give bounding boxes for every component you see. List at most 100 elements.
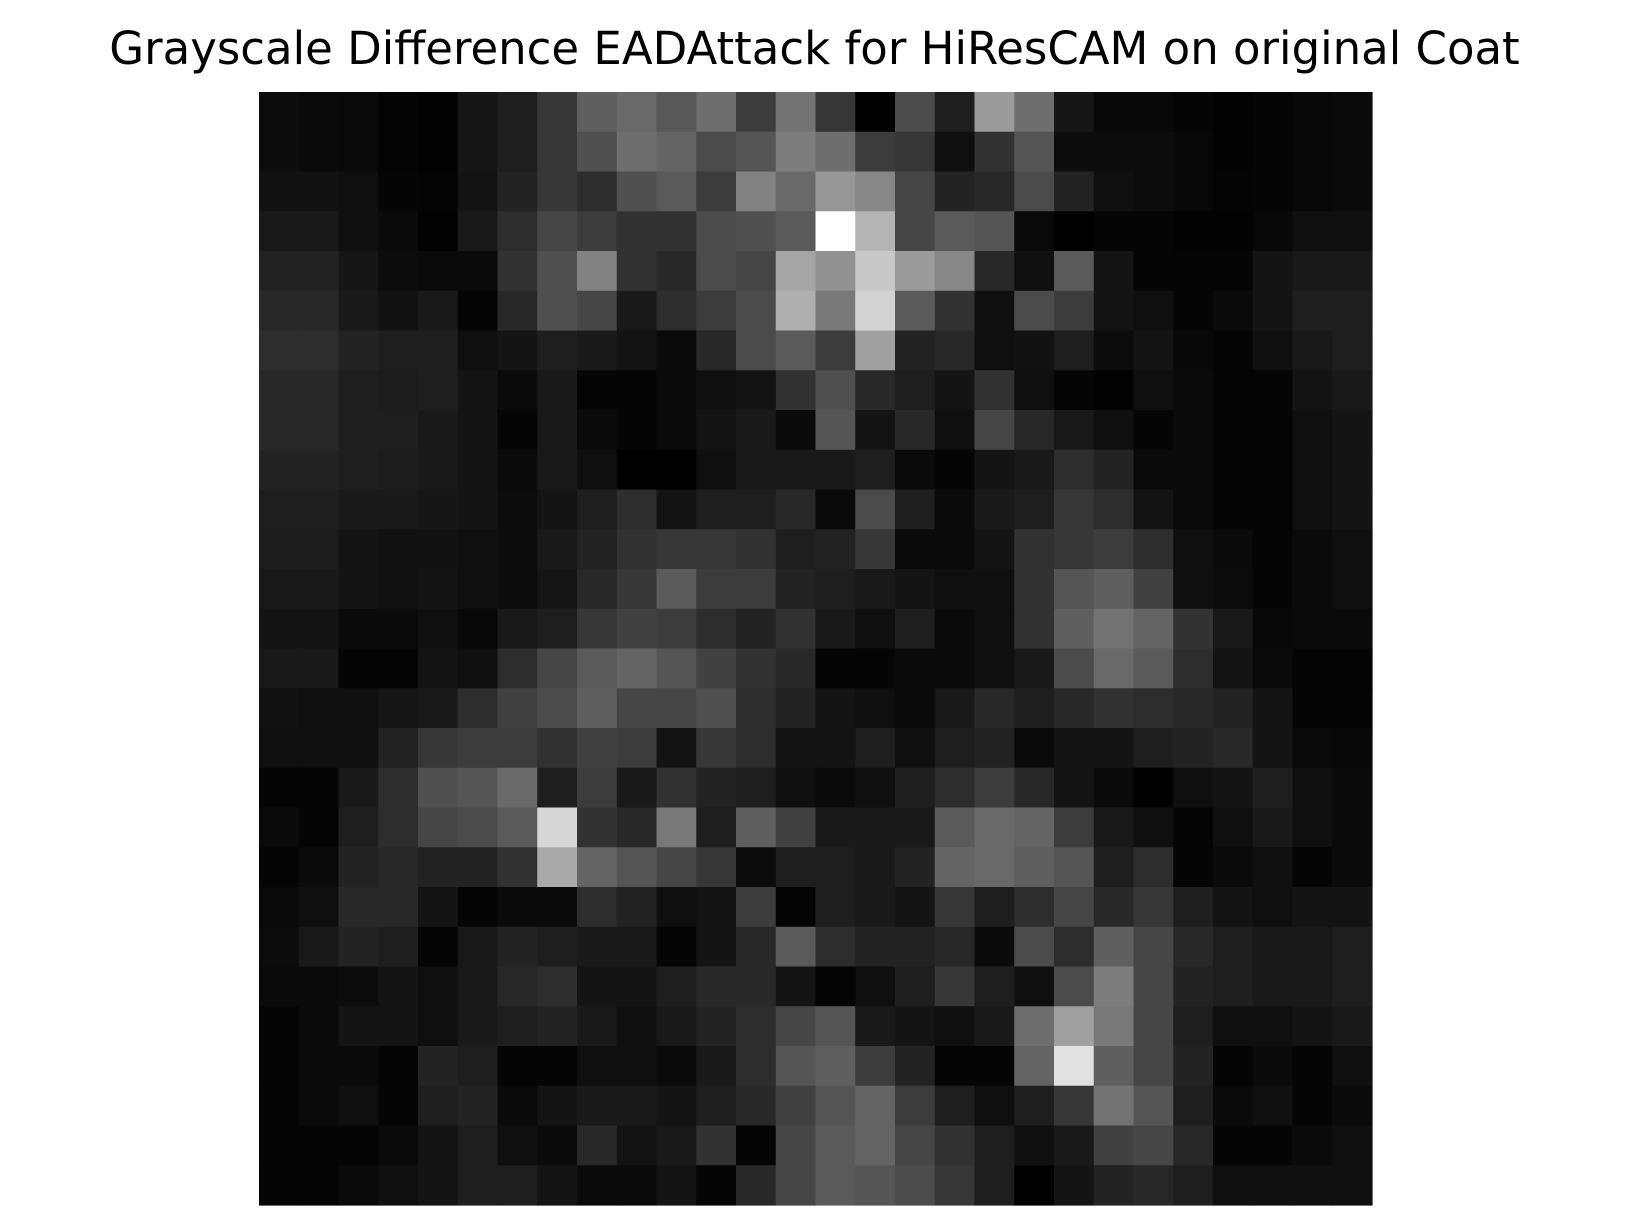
heatmap-cell-r16-c22: [1133, 728, 1174, 769]
heatmap-cell-r11-c9: [616, 529, 658, 570]
heatmap-cell-r15-c20: [1054, 688, 1095, 729]
heatmap-cell-r10-c20: [1054, 489, 1095, 530]
heatmap-cell-r14-c21: [1093, 648, 1135, 689]
heatmap-cell-r21-c6: [497, 926, 538, 968]
heatmap-cell-r10-c4: [418, 489, 459, 530]
heatmap-cell-r20-c25: [1252, 887, 1294, 928]
heatmap-cell-r4-c11: [696, 251, 737, 292]
heatmap-cell-r18-c22: [1133, 807, 1174, 848]
heatmap-cell-r0-c6: [497, 92, 538, 133]
heatmap-cell-r7-c2: [338, 370, 379, 411]
heatmap-cell-r3-c11: [696, 211, 737, 252]
heatmap-cell-r7-c17: [934, 370, 976, 411]
heatmap-cell-r24-c27: [1332, 1046, 1373, 1087]
heatmap-cell-r25-c27: [1332, 1085, 1373, 1127]
heatmap-cell-r24-c16: [895, 1046, 936, 1087]
heatmap-cell-r26-c24: [1213, 1125, 1254, 1166]
heatmap-cell-r17-c2: [338, 767, 379, 809]
heatmap-cell-r1-c9: [616, 131, 658, 173]
heatmap-cell-r13-c1: [298, 608, 340, 650]
heatmap-cell-r1-c11: [696, 131, 737, 173]
heatmap-cell-r19-c8: [577, 847, 618, 888]
heatmap-cell-r24-c13: [775, 1046, 817, 1087]
heatmap-cell-r8-c6: [497, 410, 538, 451]
heatmap-cell-r15-c8: [577, 688, 618, 729]
heatmap-cell-r24-c23: [1173, 1046, 1214, 1087]
heatmap-cell-r0-c13: [775, 92, 817, 133]
heatmap-cell-r24-c12: [736, 1046, 777, 1087]
heatmap-cell-r8-c20: [1054, 410, 1095, 451]
heatmap-cell-r0-c18: [974, 92, 1015, 133]
heatmap-cell-r19-c2: [338, 847, 379, 888]
heatmap-cell-r24-c0: [259, 1046, 300, 1087]
heatmap-cell-r5-c11: [696, 290, 737, 332]
heatmap-cell-r2-c25: [1252, 171, 1294, 212]
heatmap-cell-r22-c19: [1014, 966, 1055, 1007]
heatmap-cell-r13-c21: [1093, 608, 1135, 650]
heatmap-cell-r8-c26: [1292, 410, 1333, 451]
heatmap-cell-r10-c5: [457, 489, 499, 530]
heatmap-cell-r27-c2: [338, 1165, 379, 1206]
heatmap-cell-r12-c25: [1252, 569, 1294, 610]
heatmap-cell-r22-c4: [418, 966, 459, 1007]
heatmap-cell-r22-c25: [1252, 966, 1294, 1007]
heatmap-cell-r0-c1: [298, 92, 340, 133]
heatmap-cell-r1-c13: [775, 131, 817, 173]
heatmap-cell-r24-c14: [815, 1046, 856, 1087]
heatmap-cell-r1-c19: [1014, 131, 1055, 173]
heatmap-cell-r27-c10: [656, 1165, 697, 1206]
heatmap-cell-r23-c24: [1213, 1006, 1254, 1047]
heatmap-cell-r11-c11: [696, 529, 737, 570]
heatmap-cell-r14-c17: [934, 648, 976, 689]
heatmap-cell-r19-c21: [1093, 847, 1135, 888]
heatmap-cell-r7-c25: [1252, 370, 1294, 411]
heatmap-cell-r17-c13: [775, 767, 817, 809]
heatmap-cell-r16-c17: [934, 728, 976, 769]
heatmap-cell-r3-c3: [378, 211, 419, 252]
heatmap-cell-r5-c19: [1014, 290, 1055, 332]
heatmap-cell-r0-c14: [815, 92, 856, 133]
heatmap-cell-r14-c15: [855, 648, 896, 689]
heatmap-cell-r4-c12: [736, 251, 777, 292]
heatmap-cell-r1-c3: [378, 131, 419, 173]
heatmap-cell-r11-c21: [1093, 529, 1135, 570]
heatmap-cell-r2-c4: [418, 171, 459, 212]
heatmap-cell-r23-c5: [457, 1006, 499, 1047]
heatmap-cell-r3-c16: [895, 211, 936, 252]
heatmap-cell-r22-c11: [696, 966, 737, 1007]
heatmap-cell-r27-c17: [934, 1165, 976, 1206]
heatmap-cell-r17-c4: [418, 767, 459, 809]
heatmap-cell-r3-c25: [1252, 211, 1294, 252]
heatmap-cell-r2-c11: [696, 171, 737, 212]
heatmap-cell-r4-c9: [616, 251, 658, 292]
heatmap-cell-r24-c21: [1093, 1046, 1135, 1087]
heatmap-cell-r12-c5: [457, 569, 499, 610]
heatmap-cell-r10-c15: [855, 489, 896, 530]
heatmap-cell-r12-c8: [577, 569, 618, 610]
heatmap-cell-r25-c19: [1014, 1085, 1055, 1127]
heatmap-cell-r25-c4: [418, 1085, 459, 1127]
heatmap-cell-r15-c25: [1252, 688, 1294, 729]
heatmap-cell-r15-c4: [418, 688, 459, 729]
heatmap-cell-r26-c21: [1093, 1125, 1135, 1166]
heatmap-cell-r19-c14: [815, 847, 856, 888]
heatmap-cell-r24-c17: [934, 1046, 976, 1087]
heatmap-cell-r7-c16: [895, 370, 936, 411]
heatmap-cell-r0-c17: [934, 92, 976, 133]
heatmap-cell-r3-c17: [934, 211, 976, 252]
heatmap-cell-r2-c24: [1213, 171, 1254, 212]
heatmap-cell-r20-c12: [736, 887, 777, 928]
heatmap-cell-r15-c24: [1213, 688, 1254, 729]
heatmap-cell-r18-c1: [298, 807, 340, 848]
heatmap-cell-r4-c23: [1173, 251, 1214, 292]
heatmap-cell-r11-c1: [298, 529, 340, 570]
heatmap-cell-r14-c22: [1133, 648, 1174, 689]
heatmap-cell-r22-c12: [736, 966, 777, 1007]
heatmap-cell-r23-c7: [537, 1006, 578, 1047]
heatmap-cell-r5-c22: [1133, 290, 1174, 332]
heatmap-cell-r12-c26: [1292, 569, 1333, 610]
heatmap-cell-r21-c10: [656, 926, 697, 968]
heatmap-cell-r1-c24: [1213, 131, 1254, 173]
heatmap-cell-r10-c11: [696, 489, 737, 530]
heatmap-cell-r3-c1: [298, 211, 340, 252]
